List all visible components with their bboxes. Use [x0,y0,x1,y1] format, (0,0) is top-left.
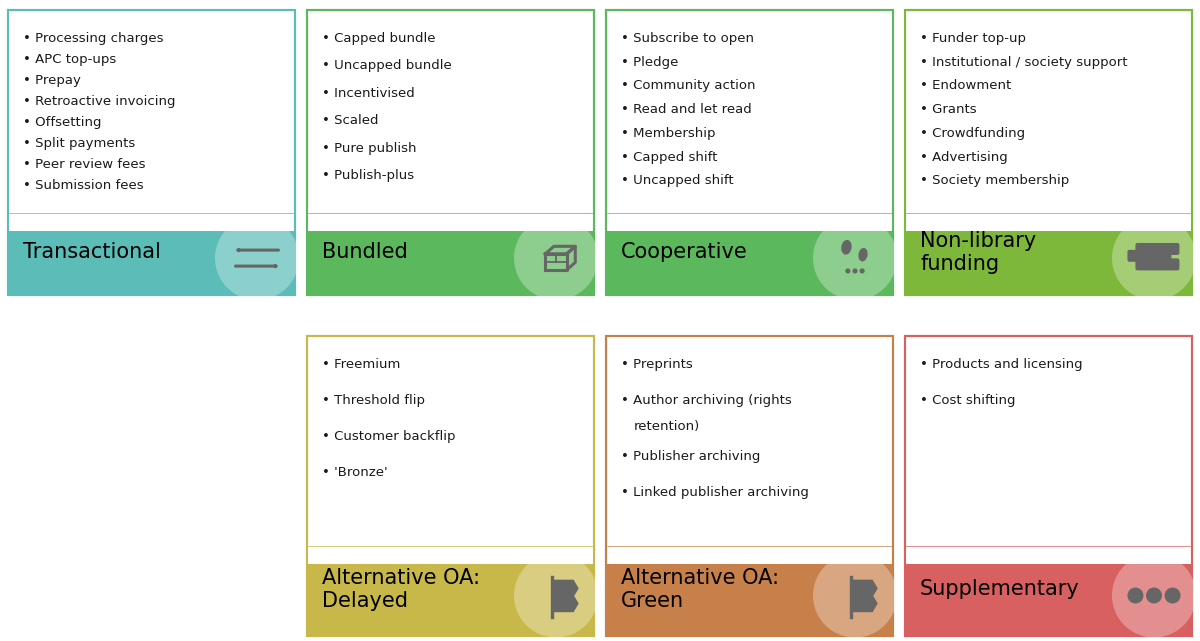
Circle shape [514,553,598,638]
Circle shape [1112,216,1196,300]
Text: • Cost shifting: • Cost shifting [920,394,1015,407]
Text: • Endowment: • Endowment [920,79,1012,92]
Text: • Products and licensing: • Products and licensing [920,358,1082,371]
Circle shape [1128,588,1144,603]
Text: • Publish-plus: • Publish-plus [322,169,414,182]
Text: • Pure publish: • Pure publish [322,142,416,154]
Text: • Processing charges: • Processing charges [23,32,163,45]
Text: Supplementary: Supplementary [920,579,1080,599]
Circle shape [1164,588,1181,603]
Text: • APC top-ups: • APC top-ups [23,53,116,66]
Text: • Customer backflip: • Customer backflip [322,430,456,443]
FancyBboxPatch shape [307,213,594,295]
Circle shape [814,216,896,300]
Text: Bundled: Bundled [322,242,408,262]
FancyBboxPatch shape [8,10,295,295]
Bar [10,212,294,231]
Text: • Subscribe to open: • Subscribe to open [622,32,754,45]
Circle shape [1146,588,1162,603]
FancyBboxPatch shape [8,213,295,295]
Ellipse shape [858,248,868,262]
Circle shape [814,553,896,638]
FancyBboxPatch shape [307,10,594,295]
Text: • 'Bronze': • 'Bronze' [322,466,388,479]
Polygon shape [851,595,877,612]
FancyBboxPatch shape [1128,250,1171,262]
Text: • Scaled: • Scaled [322,114,378,127]
Bar [308,212,593,231]
Text: • Capped bundle: • Capped bundle [322,32,436,45]
FancyBboxPatch shape [905,336,1192,636]
FancyBboxPatch shape [1135,243,1180,255]
Circle shape [215,216,299,300]
Polygon shape [851,580,877,596]
Text: 💰: 💰 [1147,248,1156,262]
Circle shape [1112,553,1196,638]
Text: • Advertising: • Advertising [920,151,1008,163]
Text: • Peer review fees: • Peer review fees [23,158,145,171]
Circle shape [514,216,598,300]
FancyBboxPatch shape [606,546,893,636]
Text: • Offsetting: • Offsetting [23,116,102,129]
Text: • Society membership: • Society membership [920,174,1069,187]
Text: • Split payments: • Split payments [23,137,136,150]
Text: • Prepay: • Prepay [23,74,80,87]
Text: • Publisher archiving: • Publisher archiving [622,450,761,463]
Text: • Retroactive invoicing: • Retroactive invoicing [23,95,175,108]
Text: • Freemium: • Freemium [322,358,401,371]
FancyBboxPatch shape [307,546,594,636]
FancyBboxPatch shape [905,546,1192,636]
Text: retention): retention) [634,420,701,433]
FancyBboxPatch shape [606,10,893,295]
FancyBboxPatch shape [1135,258,1180,271]
Text: • Uncapped bundle: • Uncapped bundle [322,60,451,72]
Text: Cooperative: Cooperative [622,242,748,262]
Text: Alternative OA:
Delayed: Alternative OA: Delayed [322,567,480,611]
Text: • Uncapped shift: • Uncapped shift [622,174,733,187]
Text: • Community action: • Community action [622,79,756,92]
Text: • Institutional / society support: • Institutional / society support [920,56,1128,69]
FancyBboxPatch shape [905,10,1192,295]
Text: • Membership: • Membership [622,127,715,140]
Text: Transactional: Transactional [23,242,161,262]
Text: • Author archiving (rights: • Author archiving (rights [622,394,792,407]
Circle shape [852,269,858,274]
Text: • Submission fees: • Submission fees [23,179,144,192]
FancyBboxPatch shape [606,213,893,295]
Text: • Preprints: • Preprints [622,358,692,371]
Text: • Threshold flip: • Threshold flip [322,394,425,407]
Text: • Capped shift: • Capped shift [622,151,718,163]
FancyBboxPatch shape [905,213,1192,295]
Bar [607,212,892,231]
Text: • Crowdfunding: • Crowdfunding [920,127,1025,140]
FancyBboxPatch shape [606,336,893,636]
Text: Alternative OA:
Green: Alternative OA: Green [622,567,779,611]
Bar [906,545,1190,564]
Circle shape [845,269,851,274]
Text: • Linked publisher archiving: • Linked publisher archiving [622,486,809,499]
Bar [308,545,593,564]
Bar [607,545,892,564]
Text: • Read and let read: • Read and let read [622,103,751,116]
Polygon shape [552,595,578,612]
Text: • Pledge: • Pledge [622,56,678,69]
FancyBboxPatch shape [307,336,594,636]
Text: • Grants: • Grants [920,103,977,116]
Ellipse shape [841,240,852,254]
Text: • Incentivised: • Incentivised [322,87,415,100]
Polygon shape [552,580,578,596]
Bar [906,212,1190,231]
Text: • Funder top-up: • Funder top-up [920,32,1026,45]
Circle shape [859,269,865,274]
Text: Non-library
funding: Non-library funding [920,231,1037,274]
